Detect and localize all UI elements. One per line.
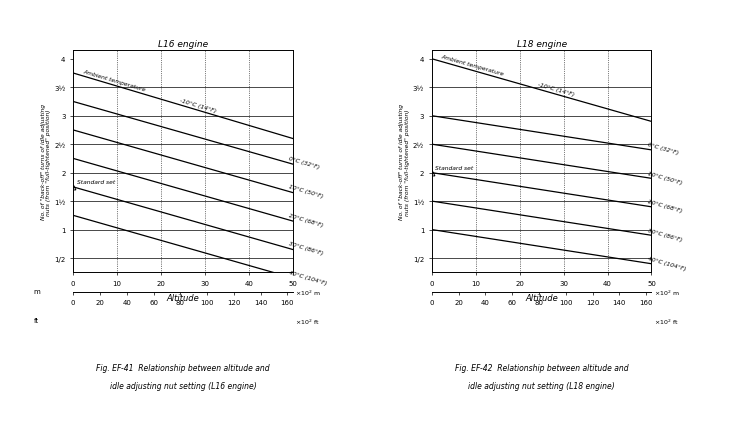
Text: Fig. EF-41  Relationship between altitude and: Fig. EF-41 Relationship between altitude…	[96, 364, 270, 373]
Text: 10°C (50°F): 10°C (50°F)	[288, 184, 324, 199]
Text: 0°C (32°F): 0°C (32°F)	[288, 156, 321, 170]
Text: 20°C (68°F): 20°C (68°F)	[647, 199, 683, 213]
Text: Altitude: Altitude	[167, 294, 199, 302]
Text: idle adjusting nut setting (L16 engine): idle adjusting nut setting (L16 engine)	[110, 381, 256, 390]
Text: 30°C (86°F): 30°C (86°F)	[288, 241, 324, 256]
Text: Standard set: Standard set	[77, 180, 115, 184]
Text: -10°C (14°F): -10°C (14°F)	[537, 82, 575, 97]
Text: $\times$10$^2$ ft: $\times$10$^2$ ft	[295, 317, 320, 326]
Text: $\times$10$^2$ m: $\times$10$^2$ m	[654, 288, 679, 297]
Text: 40°C (104°F): 40°C (104°F)	[647, 256, 687, 271]
Text: Ambient temperature: Ambient temperature	[82, 69, 146, 92]
Title: L16 engine: L16 engine	[158, 40, 208, 49]
Text: 10°C (50°F): 10°C (50°F)	[647, 170, 683, 185]
Y-axis label: No. of "back-off" turns of idle adjusting
nuts (from "full-tightened" position): No. of "back-off" turns of idle adjustin…	[399, 104, 410, 220]
Text: 30°C (86°F): 30°C (86°F)	[647, 227, 683, 242]
Text: idle adjusting nut setting (L18 engine): idle adjusting nut setting (L18 engine)	[468, 381, 615, 390]
Text: Standard set: Standard set	[436, 165, 474, 170]
Text: 20°C (68°F): 20°C (68°F)	[288, 213, 324, 227]
Text: $\times$10$^2$ ft: $\times$10$^2$ ft	[654, 317, 679, 326]
Text: m: m	[34, 288, 40, 294]
Text: Altitude: Altitude	[526, 294, 558, 302]
Text: Fig. EF-42  Relationship between altitude and: Fig. EF-42 Relationship between altitude…	[455, 364, 629, 373]
Text: $\times$10$^2$ m: $\times$10$^2$ m	[295, 288, 321, 297]
Y-axis label: No. of "back-off" turns of idle adjusting
nuts (from "full-tightened" position): No. of "back-off" turns of idle adjustin…	[40, 104, 51, 220]
Text: 40°C (104°F): 40°C (104°F)	[288, 270, 328, 285]
Text: -10°C (14°F): -10°C (14°F)	[179, 98, 217, 113]
Text: Ambient temperature: Ambient temperature	[441, 55, 504, 77]
Title: L18 engine: L18 engine	[517, 40, 567, 49]
Text: ft: ft	[34, 317, 39, 323]
Text: 0°C (32°F): 0°C (32°F)	[647, 142, 679, 156]
